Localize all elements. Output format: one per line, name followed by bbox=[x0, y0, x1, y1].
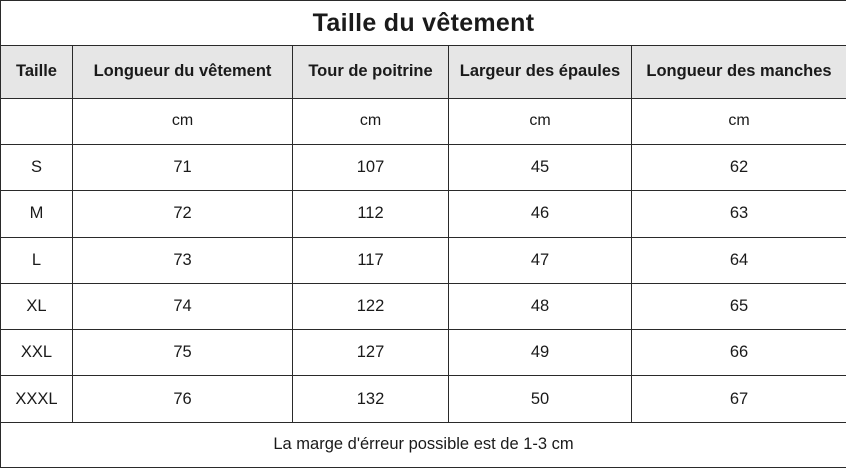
size-cell: S bbox=[0, 143, 73, 192]
sleeve-length-cell: 63 bbox=[630, 190, 846, 238]
size-cell: L bbox=[0, 236, 73, 284]
shoulder-width-cell: 48 bbox=[448, 282, 632, 331]
shoulder-width-cell: 49 bbox=[448, 329, 632, 377]
unit-cell: cm bbox=[448, 97, 632, 145]
garment-length-cell: 76 bbox=[72, 375, 293, 423]
table-row: L 73 117 47 64 bbox=[0, 236, 846, 284]
chest-cell: 122 bbox=[292, 282, 449, 331]
size-cell: XXL bbox=[0, 329, 73, 377]
garment-length-cell: 71 bbox=[72, 143, 293, 192]
sleeve-length-cell: 67 bbox=[630, 375, 846, 423]
table-row: S 71 107 45 62 bbox=[0, 143, 846, 192]
garment-length-cell: 74 bbox=[72, 282, 293, 331]
garment-length-cell: 72 bbox=[72, 190, 293, 238]
chest-cell: 117 bbox=[292, 236, 449, 284]
units-row: cm cm cm cm bbox=[0, 97, 846, 145]
unit-cell bbox=[0, 97, 73, 145]
size-cell: M bbox=[0, 190, 73, 238]
header-chest: Tour de poitrine bbox=[292, 45, 449, 99]
header-shoulder-width: Largeur des épaules bbox=[448, 45, 632, 99]
unit-cell: cm bbox=[72, 97, 293, 145]
header-sleeve-length: Longueur des manches bbox=[630, 45, 846, 99]
table-row: XXL 75 127 49 66 bbox=[0, 329, 846, 377]
sleeve-length-cell: 66 bbox=[630, 329, 846, 377]
shoulder-width-cell: 50 bbox=[448, 375, 632, 423]
tolerance-note: La marge d'érreur possible est de 1-3 cm bbox=[0, 421, 846, 468]
unit-cell: cm bbox=[292, 97, 449, 145]
chest-cell: 127 bbox=[292, 329, 449, 377]
shoulder-width-cell: 47 bbox=[448, 236, 632, 284]
table-row: M 72 112 46 63 bbox=[0, 190, 846, 238]
shoulder-width-cell: 45 bbox=[448, 143, 632, 192]
table-row: XL 74 122 48 65 bbox=[0, 282, 846, 331]
garment-length-cell: 73 bbox=[72, 236, 293, 284]
title-row: Taille du vêtement bbox=[0, 0, 846, 47]
chest-cell: 132 bbox=[292, 375, 449, 423]
table-title: Taille du vêtement bbox=[0, 0, 846, 47]
size-cell: XL bbox=[0, 282, 73, 331]
table-row: XXXL 76 132 50 67 bbox=[0, 375, 846, 423]
shoulder-width-cell: 46 bbox=[448, 190, 632, 238]
sleeve-length-cell: 65 bbox=[630, 282, 846, 331]
chest-cell: 112 bbox=[292, 190, 449, 238]
header-row: Taille Longueur du vêtement Tour de poit… bbox=[0, 45, 846, 99]
size-cell: XXXL bbox=[0, 375, 73, 423]
garment-length-cell: 75 bbox=[72, 329, 293, 377]
header-size: Taille bbox=[0, 45, 73, 99]
header-garment-length: Longueur du vêtement bbox=[72, 45, 293, 99]
unit-cell: cm bbox=[630, 97, 846, 145]
chest-cell: 107 bbox=[292, 143, 449, 192]
sleeve-length-cell: 62 bbox=[630, 143, 846, 192]
sleeve-length-cell: 64 bbox=[630, 236, 846, 284]
footer-row: La marge d'érreur possible est de 1-3 cm bbox=[0, 421, 846, 468]
